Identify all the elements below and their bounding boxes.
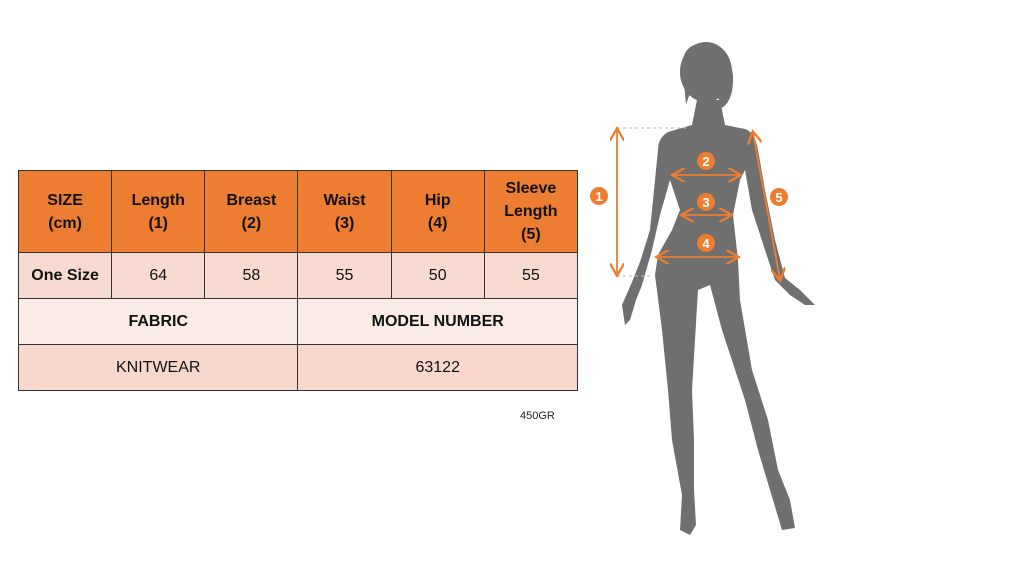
svg-text:4: 4 xyxy=(702,236,710,251)
header-text: Hip xyxy=(424,191,451,209)
model-number-value: 63122 xyxy=(297,344,578,391)
header-text: (4) xyxy=(427,214,448,232)
hip-cell: 50 xyxy=(390,252,485,299)
header-text: Length xyxy=(131,191,185,209)
silhouette-icon xyxy=(622,42,815,535)
marker-2: 2 xyxy=(697,152,715,170)
header-text: (3) xyxy=(334,214,355,232)
marker-4: 4 xyxy=(697,234,715,252)
waist-cell: 55 xyxy=(297,252,392,299)
marker-1: 1 xyxy=(590,187,608,205)
svg-text:5: 5 xyxy=(775,190,782,205)
header-sleeve-length: Sleeve Length (5) xyxy=(483,170,579,253)
header-text: SIZE xyxy=(47,191,83,209)
header-text: Breast xyxy=(226,191,277,209)
header-text: (cm) xyxy=(48,214,82,232)
header-breast: Breast (2) xyxy=(204,170,299,253)
header-size: SIZE (cm) xyxy=(17,170,113,253)
size-chart-table: SIZE (cm) Length (1) Breast (2) Waist (3) Hi… xyxy=(17,170,579,391)
size-row: One Size 64 58 55 50 55 xyxy=(17,252,579,299)
header-waist: Waist (3) xyxy=(297,170,392,253)
svg-text:3: 3 xyxy=(702,195,709,210)
header-length: Length (1) xyxy=(111,170,206,253)
marker-5: 5 xyxy=(770,188,788,206)
header-text: Waist xyxy=(323,191,366,209)
size-cell: One Size xyxy=(17,252,113,299)
svg-text:1: 1 xyxy=(595,189,602,204)
sleeve-length-cell: 55 xyxy=(483,252,579,299)
weight-note: 450GR xyxy=(520,410,555,422)
header-row: SIZE (cm) Length (1) Breast (2) Waist (3) Hi… xyxy=(17,170,579,253)
svg-text:2: 2 xyxy=(702,154,709,169)
header-text: Sleeve xyxy=(505,180,557,197)
header-text: Length xyxy=(504,203,558,220)
fabric-value: KNITWEAR xyxy=(17,344,299,391)
sleeve-arrow xyxy=(753,133,780,279)
header-text: (2) xyxy=(241,214,262,232)
header-text: (1) xyxy=(148,214,169,232)
header-hip: Hip (4) xyxy=(390,170,485,253)
header-text: (5) xyxy=(521,226,541,243)
marker-3: 3 xyxy=(697,193,715,211)
info-value-row: KNITWEAR 63122 xyxy=(17,344,578,391)
length-cell: 64 xyxy=(111,252,206,299)
